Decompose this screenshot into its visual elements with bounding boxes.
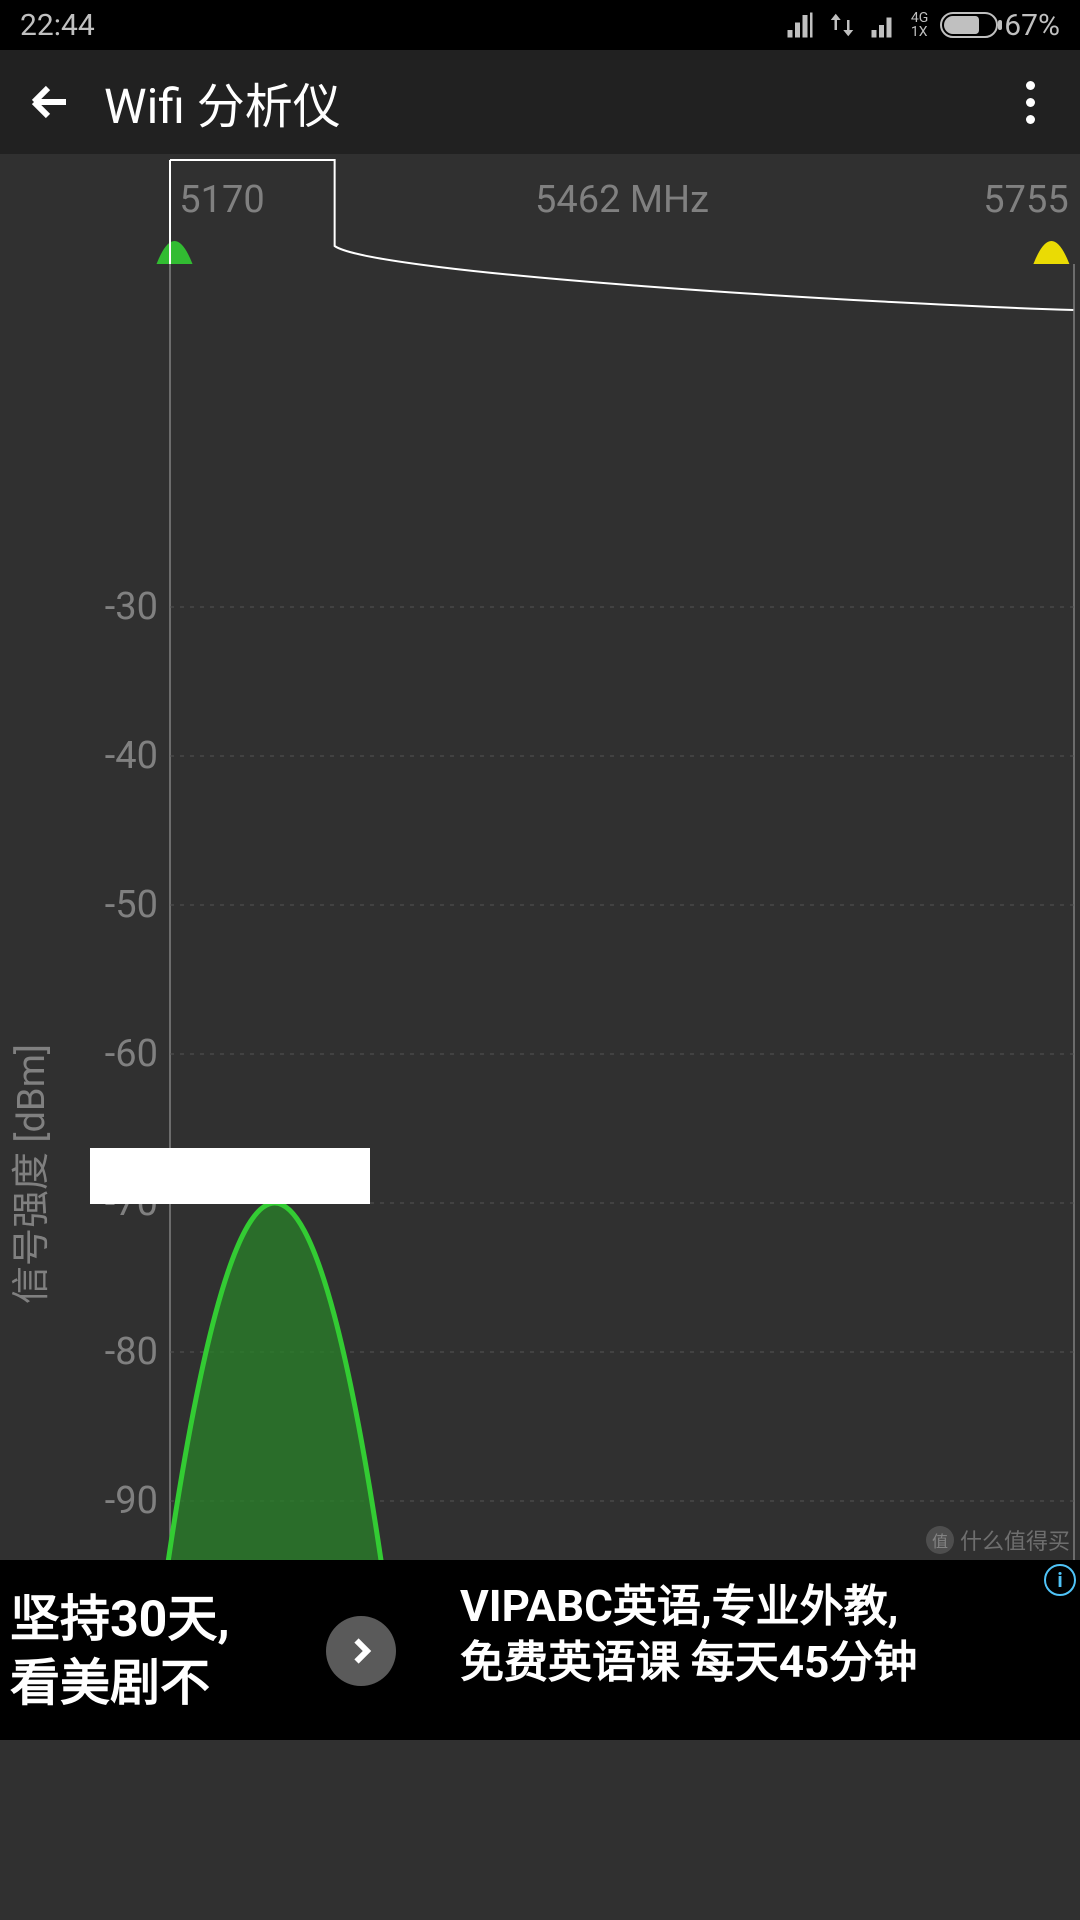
- watermark: 值 什么值得买: [926, 1524, 1070, 1556]
- svg-text:5170: 5170: [179, 178, 264, 222]
- back-arrow-icon: [26, 78, 74, 126]
- battery-icon: [940, 12, 998, 38]
- ad-text-line: 免费英语课 每天45分钟: [460, 1634, 1080, 1690]
- ad-info-button[interactable]: i: [1044, 1564, 1076, 1596]
- svg-text:-60: -60: [105, 1032, 158, 1076]
- svg-text:-30: -30: [105, 585, 158, 629]
- battery-percent: 67%: [1004, 8, 1060, 43]
- menu-dot-icon: [1026, 98, 1035, 107]
- svg-text:5755: 5755: [983, 178, 1068, 222]
- ad-next-button[interactable]: [326, 1616, 396, 1686]
- signal-icon: [785, 10, 815, 40]
- back-button[interactable]: [20, 72, 80, 132]
- ad-right-panel: VIPABC英语,专业外教, 免费英语课 每天45分钟: [420, 1560, 1080, 1740]
- svg-text:信号强度 [dBm]: 信号强度 [dBm]: [10, 1044, 54, 1304]
- ad-banner[interactable]: 坚持30天, 看美剧不 VIPABC英语,专业外教, 免费英语课 每天45分钟 …: [0, 1560, 1080, 1740]
- ad-left-panel: 坚持30天, 看美剧不: [0, 1560, 420, 1740]
- network-type-label: 4G 1X: [911, 11, 928, 39]
- battery-fill: [944, 16, 979, 34]
- watermark-text: 什么值得买: [960, 1524, 1070, 1556]
- signal-icon-2: [869, 10, 899, 40]
- info-icon: i: [1057, 1568, 1062, 1592]
- svg-text:-40: -40: [105, 734, 158, 778]
- svg-text:-90: -90: [105, 1479, 158, 1523]
- chart-content: 51705462 MHz5755-30-40-50-60-70-80-90信号强…: [0, 154, 1080, 1740]
- app-bar: Wifi 分析仪: [0, 50, 1080, 154]
- chevron-right-icon: [343, 1633, 379, 1669]
- watermark-badge-icon: 值: [926, 1526, 954, 1554]
- status-bar: 22:44 4G 1X 67%: [0, 0, 1080, 50]
- svg-text:-50: -50: [105, 883, 158, 927]
- app-title: Wifi 分析仪: [104, 67, 341, 137]
- ad-text-line: VIPABC英语,专业外教,: [460, 1578, 1080, 1634]
- menu-dot-icon: [1026, 115, 1035, 124]
- status-icons: 4G 1X 67%: [785, 8, 1060, 43]
- data-arrows-icon: [827, 10, 857, 40]
- overflow-menu-button[interactable]: [1000, 72, 1060, 132]
- wifi-channel-chart[interactable]: 51705462 MHz5755-30-40-50-60-70-80-90信号强…: [0, 154, 1080, 1740]
- menu-dot-icon: [1026, 81, 1035, 90]
- svg-text:-80: -80: [105, 1330, 158, 1374]
- svg-text:5462 MHz: 5462 MHz: [535, 178, 709, 222]
- status-time: 22:44: [20, 8, 95, 43]
- battery-indicator: 67%: [940, 8, 1060, 43]
